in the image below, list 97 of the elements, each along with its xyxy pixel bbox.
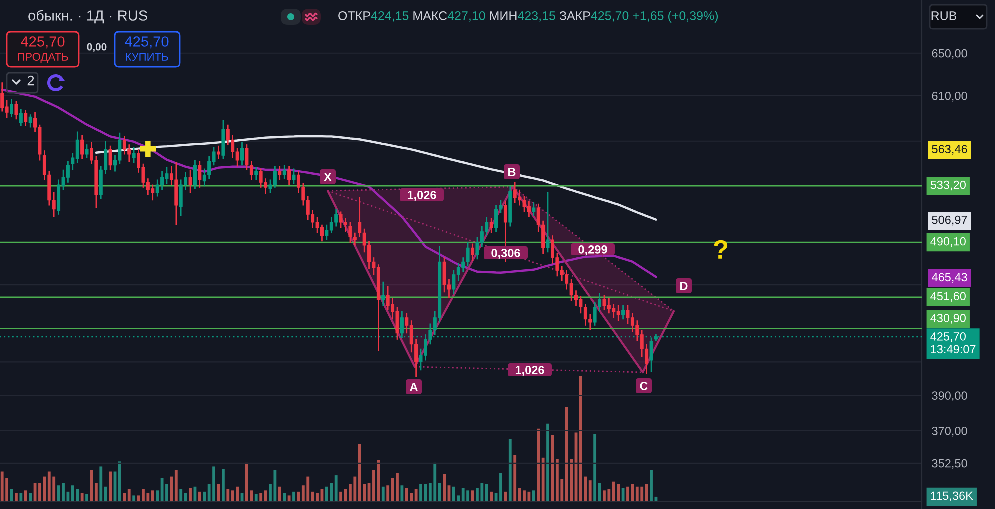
- bar: [174, 470, 178, 502]
- annotation: B: [508, 168, 516, 176]
- bar: [420, 484, 422, 502]
- y-tick-label: 390,00: [932, 392, 968, 402]
- bar: [645, 484, 648, 502]
- annotation: 1,026: [516, 366, 544, 376]
- ref-line-label: 490,10: [930, 237, 966, 248]
- bar: [226, 489, 230, 502]
- annotation: A: [410, 383, 418, 392]
- candlestick: [278, 166, 282, 180]
- bar: [170, 476, 174, 502]
- bar: [166, 484, 168, 502]
- annotation: 425,70: [125, 36, 169, 49]
- bar: [500, 473, 502, 502]
- annotation: 0,00: [87, 43, 107, 52]
- candlestick: [217, 146, 220, 160]
- bar: [508, 439, 512, 502]
- bar: [156, 490, 160, 502]
- bar: [24, 490, 28, 502]
- bar: [532, 490, 536, 502]
- ref-line-label: 430,90: [930, 314, 966, 324]
- annotation: 0,306: [492, 249, 520, 260]
- candlestick: [254, 167, 258, 180]
- line-series: [1, 88, 658, 278]
- annotation: D: [680, 282, 688, 290]
- bar: [546, 424, 550, 502]
- bar: [443, 474, 446, 502]
- bar: [504, 492, 508, 502]
- bar: [283, 493, 286, 502]
- y-tick-label: 650,00: [932, 49, 968, 60]
- annotation: 2: [28, 76, 34, 86]
- text: 115,36K: [931, 492, 974, 502]
- candlestick: [532, 202, 536, 216]
- bar: [222, 469, 225, 502]
- bar: [189, 488, 192, 502]
- text: RUB: [932, 12, 957, 20]
- bar: [151, 490, 154, 502]
- bar: [118, 462, 122, 502]
- bar: [278, 486, 282, 502]
- bar: [340, 492, 343, 502]
- bar: [260, 493, 263, 502]
- bar: [80, 493, 84, 502]
- bar: [292, 492, 296, 502]
- y-tick-label: 370,00: [932, 426, 968, 437]
- ref-line-label: 533,20: [930, 180, 966, 191]
- bar: [20, 493, 23, 502]
- text: обыкн. · 1Д · RUS: [28, 10, 148, 24]
- ref-line-label: 451,60: [930, 292, 966, 302]
- bar: [128, 489, 131, 502]
- bar: [382, 486, 385, 502]
- bar: [542, 458, 545, 502]
- bar: [132, 496, 136, 502]
- bar: [123, 493, 126, 502]
- candlestick: [382, 282, 386, 306]
- bar: [414, 489, 418, 502]
- bar: [254, 494, 258, 502]
- bar: [396, 473, 399, 502]
- bar: [514, 455, 517, 502]
- y-tick-label: 563,46: [932, 145, 968, 155]
- bar: [86, 494, 88, 502]
- bar: [180, 489, 183, 502]
- bar: [29, 493, 32, 502]
- annotation: ?: [714, 240, 728, 259]
- bar: [94, 483, 98, 502]
- annotation: 0,299: [578, 246, 608, 256]
- bar: [594, 434, 597, 502]
- bar: [386, 486, 390, 502]
- ref-line-label: 425,70 13:49:07: [930, 332, 976, 354]
- bar: [198, 492, 202, 502]
- annotation: C: [640, 382, 648, 390]
- candlestick: [132, 147, 136, 164]
- bar: [100, 466, 103, 502]
- bar: [650, 470, 653, 502]
- bar: [288, 496, 291, 502]
- bar: [400, 486, 404, 502]
- annotation: 425,70: [21, 36, 65, 49]
- y-tick-label: 610,00: [932, 92, 968, 102]
- bar: [184, 493, 188, 502]
- bar: [485, 484, 488, 502]
- bar: [203, 492, 206, 502]
- bar: [588, 480, 592, 502]
- annotation: ПРОДАТЬ: [18, 53, 68, 64]
- bar: [109, 472, 112, 502]
- annotation: 1,026: [408, 191, 436, 202]
- annotation: КУПИТЬ: [126, 53, 168, 61]
- bar: [490, 492, 494, 502]
- y-tick-label: 506,97: [932, 216, 968, 226]
- text: ОТКР424,15 МАКС427,10 МИН423,15 ЗАКР425,70 +1,65 (+0,39%): [338, 11, 718, 23]
- line-series: [95, 135, 658, 222]
- bar: [104, 486, 108, 502]
- annotation: X: [324, 173, 332, 182]
- bar: [334, 476, 338, 502]
- bar: [537, 428, 540, 502]
- bar: [438, 483, 442, 502]
- y-tick-label: 352,50: [932, 459, 968, 470]
- bar: [15, 493, 18, 502]
- y-tick-label: 465,43: [932, 273, 968, 283]
